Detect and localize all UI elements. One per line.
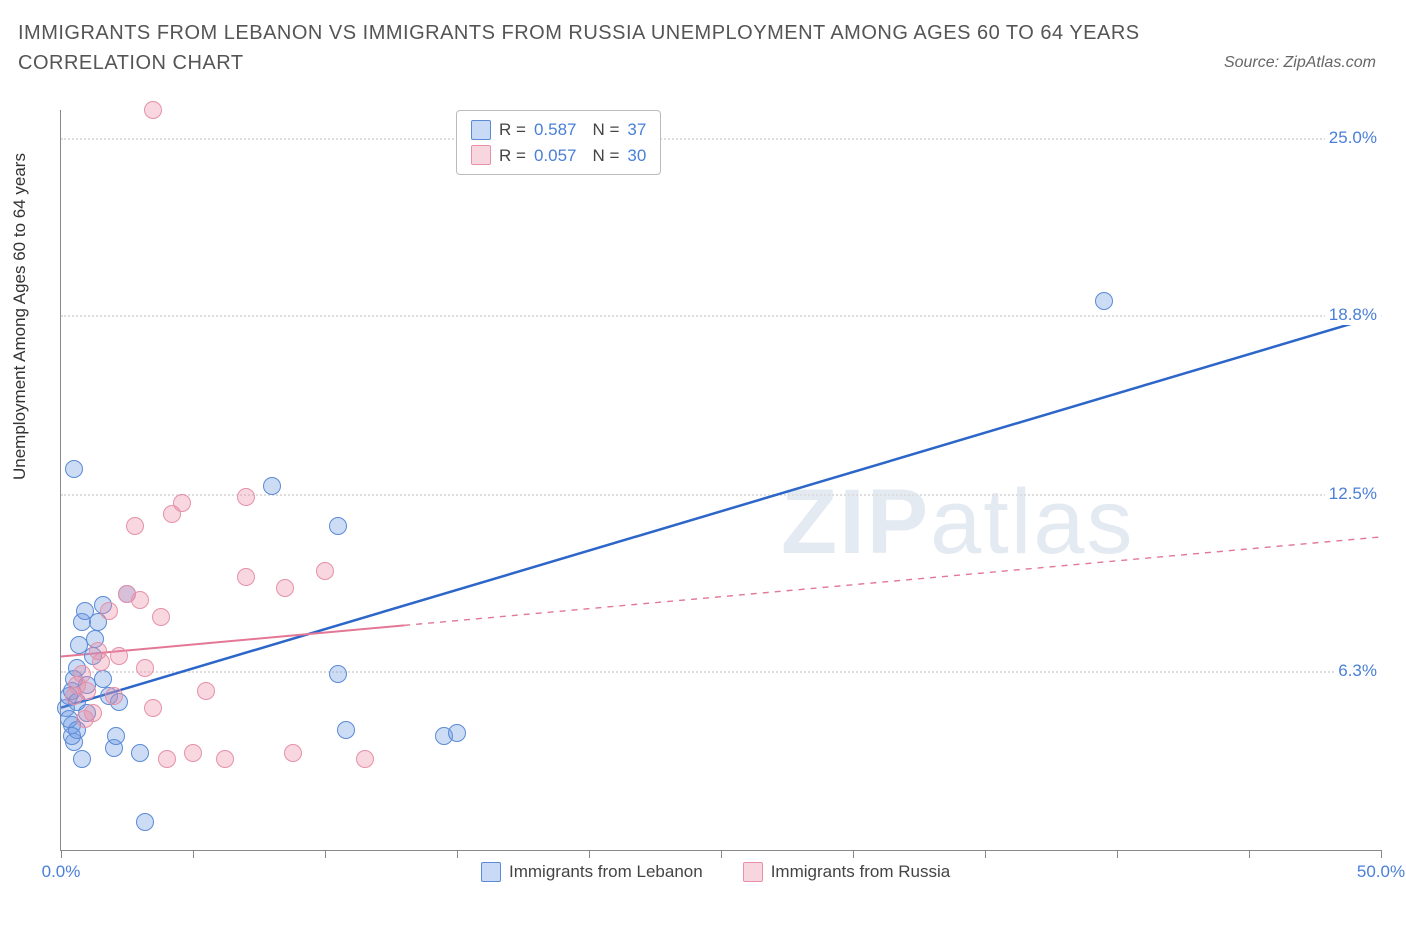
scatter-point [448, 724, 466, 742]
swatch-russia-icon [743, 862, 763, 882]
scatter-point [237, 488, 255, 506]
scatter-point [337, 721, 355, 739]
x-tick [1117, 850, 1118, 858]
r-value-lebanon: 0.587 [534, 117, 577, 143]
scatter-point [107, 727, 125, 745]
scatter-point [329, 665, 347, 683]
scatter-point [76, 710, 94, 728]
y-tick-label: 6.3% [1334, 661, 1381, 681]
y-tick-label: 18.8% [1325, 305, 1381, 325]
swatch-russia [471, 145, 491, 165]
scatter-point [131, 744, 149, 762]
x-min-label: 0.0% [42, 862, 81, 882]
n-label: N = [592, 143, 619, 169]
x-tick [457, 850, 458, 858]
scatter-point [276, 579, 294, 597]
scatter-point [144, 101, 162, 119]
n-label: N = [592, 117, 619, 143]
y-tick-label: 25.0% [1325, 128, 1381, 148]
legend-label-russia: Immigrants from Russia [771, 862, 950, 882]
scatter-point [136, 659, 154, 677]
scatter-point [126, 517, 144, 535]
scatter-point [65, 460, 83, 478]
scatter-point [89, 642, 107, 660]
x-tick [853, 850, 854, 858]
legend-label-lebanon: Immigrants from Lebanon [509, 862, 703, 882]
scatter-point [158, 750, 176, 768]
scatter-point [73, 665, 91, 683]
r-label: R = [499, 117, 526, 143]
scatter-point [144, 699, 162, 717]
scatter-point [184, 744, 202, 762]
scatter-point [1095, 292, 1113, 310]
scatter-point [78, 682, 96, 700]
legend-row-russia: R = 0.057 N = 30 [471, 143, 646, 169]
n-value-russia: 30 [627, 143, 646, 169]
scatter-point [329, 517, 347, 535]
scatter-point [100, 602, 118, 620]
x-tick [61, 850, 62, 858]
source-attribution: Source: ZipAtlas.com [1224, 54, 1376, 72]
scatter-point [237, 568, 255, 586]
scatter-point [356, 750, 374, 768]
x-tick [721, 850, 722, 858]
scatter-point [110, 647, 128, 665]
trend-line-solid [61, 315, 1381, 708]
trend-lines-svg [61, 110, 1381, 850]
scatter-point [152, 608, 170, 626]
scatter-point [94, 670, 112, 688]
x-tick [985, 850, 986, 858]
series-legend: Immigrants from Lebanon Immigrants from … [481, 862, 950, 882]
y-axis-label: Unemployment Among Ages 60 to 64 years [10, 153, 30, 480]
scatter-point [263, 477, 281, 495]
x-tick [193, 850, 194, 858]
x-tick [1381, 850, 1382, 858]
x-tick [1249, 850, 1250, 858]
chart-title: IMMIGRANTS FROM LEBANON VS IMMIGRANTS FR… [18, 18, 1266, 78]
x-max-label: 50.0% [1357, 862, 1405, 882]
x-tick [325, 850, 326, 858]
x-tick [589, 850, 590, 858]
legend-row-lebanon: R = 0.587 N = 37 [471, 117, 646, 143]
scatter-point [216, 750, 234, 768]
scatter-point [118, 585, 136, 603]
legend-item-russia: Immigrants from Russia [743, 862, 950, 882]
legend-item-lebanon: Immigrants from Lebanon [481, 862, 703, 882]
n-value-lebanon: 37 [627, 117, 646, 143]
scatter-point [73, 750, 91, 768]
trend-line-dashed [404, 537, 1381, 625]
scatter-point [284, 744, 302, 762]
correlation-legend: R = 0.587 N = 37 R = 0.057 N = 30 [456, 110, 661, 175]
scatter-point [173, 494, 191, 512]
scatter-point [316, 562, 334, 580]
scatter-point [105, 687, 123, 705]
r-label: R = [499, 143, 526, 169]
r-value-russia: 0.057 [534, 143, 577, 169]
scatter-point [136, 813, 154, 831]
swatch-lebanon-icon [481, 862, 501, 882]
y-tick-label: 12.5% [1325, 484, 1381, 504]
chart-container: IMMIGRANTS FROM LEBANON VS IMMIGRANTS FR… [0, 0, 1406, 930]
scatter-point [63, 727, 81, 745]
swatch-lebanon [471, 120, 491, 140]
scatter-point [197, 682, 215, 700]
plot-area: ZIPatlas R = 0.587 N = 37 R = 0.057 N = … [60, 110, 1381, 851]
